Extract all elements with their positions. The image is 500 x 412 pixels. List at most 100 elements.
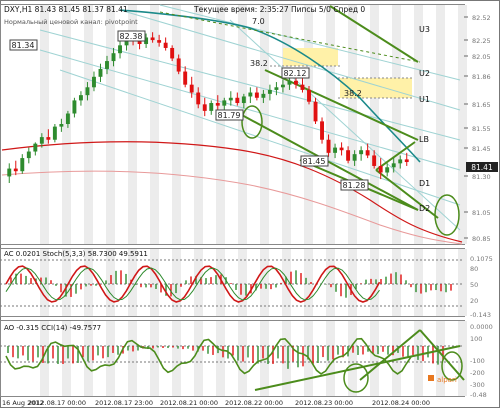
candle-body: [254, 92, 259, 98]
stripe-main: [458, 5, 467, 244]
candle-body: [46, 137, 51, 140]
candle-body: [189, 84, 194, 93]
ao-axis-label: -0.48: [470, 391, 487, 399]
stripe-ac: [84, 249, 93, 316]
stripe-main: [128, 5, 137, 244]
level-d2: D2: [419, 204, 430, 213]
stripe-ac: [458, 249, 467, 316]
stripe-ao: [128, 321, 137, 396]
candle-body: [26, 151, 31, 159]
price-axis-label: 81.05: [472, 209, 491, 217]
price-axis-label: 81.30: [472, 173, 491, 181]
channel-top-dashed: [159, 11, 421, 63]
stripe-main: [172, 5, 181, 244]
candle-body: [111, 53, 116, 62]
stripe-main: [370, 5, 379, 244]
candle-body: [333, 147, 338, 153]
stripe-ac: [414, 249, 423, 316]
candle-body: [391, 163, 396, 168]
fib-zone-lower: [340, 78, 412, 98]
ac-label: AC 0.0201 Stoch(5,3,3) 58.7300 49.5911: [4, 250, 148, 258]
stripe-main: [326, 5, 335, 244]
stripe-ac: [326, 249, 335, 316]
stripe-ac: [370, 249, 379, 316]
candle-body: [346, 150, 351, 161]
price-tag-8212: 82.12: [284, 69, 307, 78]
stripe-ao: [326, 321, 335, 396]
symbol-header: DXY,H1 81.43 81.45 81.37 81.41: [4, 5, 128, 14]
current-price-tag: [466, 162, 498, 172]
stripe-main: [260, 5, 269, 244]
price-axis-label: 81.55: [472, 125, 491, 133]
candle-body: [261, 93, 266, 98]
time-axis-label: 2012.08.23 00:00: [295, 399, 353, 407]
candle-body: [228, 97, 233, 101]
price-axis-label: 81.86: [472, 73, 491, 81]
price-tag-8179: 81.79: [218, 111, 241, 120]
stripe-main: [304, 5, 313, 244]
ac-axis-label: 20: [470, 297, 478, 305]
pink-ma-curve: [1, 170, 463, 245]
level-lb: LB: [419, 135, 429, 144]
stripe-main: [84, 5, 93, 244]
stripe-main: [282, 5, 291, 244]
time-axis-label: 2012.08.17 23:00: [95, 399, 153, 407]
main-panel: [0, 4, 465, 245]
candle-body: [39, 137, 44, 144]
candle-body: [359, 150, 364, 155]
ac-axis-label: 80: [470, 265, 478, 273]
candle-body: [65, 113, 70, 124]
level-u3: U3: [419, 25, 430, 34]
price-tag-8134: 81.34: [12, 41, 35, 50]
stripe-ao: [436, 321, 445, 396]
price-axis-label: 82.52: [472, 14, 491, 22]
stripe-ac: [40, 249, 49, 316]
time-axis-label: 16 Aug 2012: [2, 399, 44, 407]
stripe-ao: [194, 321, 203, 396]
candle-body: [274, 87, 279, 90]
price-axis-label: 82.25: [472, 37, 491, 45]
candle-body: [196, 92, 201, 105]
time-axis-label: 2012.08.24 00:00: [372, 399, 430, 407]
candle-body: [300, 84, 305, 90]
ao-axis-label: -200: [470, 369, 485, 377]
candle-body: [215, 103, 220, 106]
level-d1: D1: [419, 179, 430, 188]
stripe-ao: [150, 321, 159, 396]
ao-axis-label: 0.0000: [470, 323, 493, 331]
stripe-main: [150, 5, 159, 244]
candle-body: [339, 147, 344, 151]
stripe-ac: [260, 249, 269, 316]
ac-subchart: AC 0.0201 Stoch(5,3,3) 58.7300 49.5911 0…: [0, 250, 493, 319]
stripe-ac: [150, 249, 159, 316]
stripe-main: [40, 5, 49, 244]
candle-body: [326, 139, 331, 153]
stripe-ac: [304, 249, 313, 316]
candle-body: [235, 97, 240, 104]
current-price-text: 81.41: [471, 163, 493, 172]
candle-body: [320, 121, 324, 140]
candle-body: [183, 71, 188, 85]
level-u1: U1: [419, 95, 430, 104]
candle-body: [202, 104, 207, 111]
stripe-main: [348, 5, 357, 244]
fib-label-a: 38.2: [250, 59, 268, 68]
level-labels: U3 U2 U1 LB D1 D2: [419, 25, 430, 213]
stripe-ac: [62, 249, 71, 316]
candle-body: [294, 80, 298, 85]
stripe-ao: [282, 321, 291, 396]
candle-body: [280, 84, 285, 88]
circle-marker-1: [241, 105, 263, 139]
candle-body: [307, 89, 311, 102]
stripe-ao: [348, 321, 357, 396]
circle-marker-2: [434, 194, 460, 236]
candle-body: [157, 40, 162, 43]
candle-body: [52, 126, 57, 140]
stripe-ac: [172, 249, 181, 316]
candle-body: [222, 100, 227, 106]
ac-axis-label: 0.1075: [470, 255, 493, 263]
candle-body: [378, 165, 383, 173]
stripe-main: [62, 5, 71, 244]
price-axis-label: 82.05: [472, 53, 491, 61]
